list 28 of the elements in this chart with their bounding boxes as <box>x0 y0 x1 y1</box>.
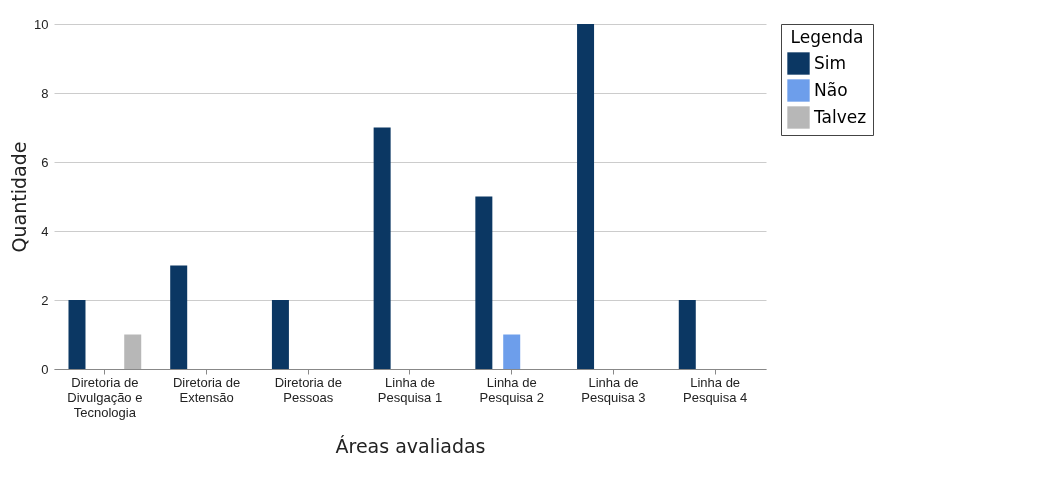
bar <box>271 300 289 369</box>
legend-label: Não <box>814 79 848 100</box>
x-tick-label: Linha de Pesquisa 1 <box>377 374 443 405</box>
y-tick-label: 10 <box>34 16 49 32</box>
bar <box>577 24 595 369</box>
bar <box>503 334 521 369</box>
y-tick-label: 2 <box>41 292 49 308</box>
bar <box>678 300 696 369</box>
legend-title: Legenda <box>790 27 864 47</box>
x-axis-title: Áreas avaliadas <box>335 434 486 457</box>
y-tick-label: 8 <box>41 85 49 101</box>
y-tick-label: 0 <box>41 361 49 377</box>
y-tick-label: 4 <box>41 223 49 239</box>
legend-label: Talvez <box>813 106 867 127</box>
y-tick-label: 6 <box>41 154 49 170</box>
bar <box>475 196 493 369</box>
x-tick-label: Diretoria de Extensão <box>172 374 241 405</box>
bar <box>124 334 142 369</box>
bar <box>170 265 188 369</box>
bar <box>68 300 86 369</box>
bar <box>373 127 391 369</box>
y-axis-title: Quantidade <box>8 141 31 253</box>
x-tick-label: Linha de Pesquisa 4 <box>682 374 748 405</box>
x-tick-label: Linha de Pesquisa 2 <box>479 374 544 405</box>
x-tick-label: Diretoria de Divulgação e Tecnologia <box>67 374 143 420</box>
legend-label: Sim <box>814 52 847 73</box>
x-tick-label: Diretoria de Pessoas <box>274 374 342 405</box>
x-tick-label: Linha de Pesquisa 3 <box>581 374 646 405</box>
